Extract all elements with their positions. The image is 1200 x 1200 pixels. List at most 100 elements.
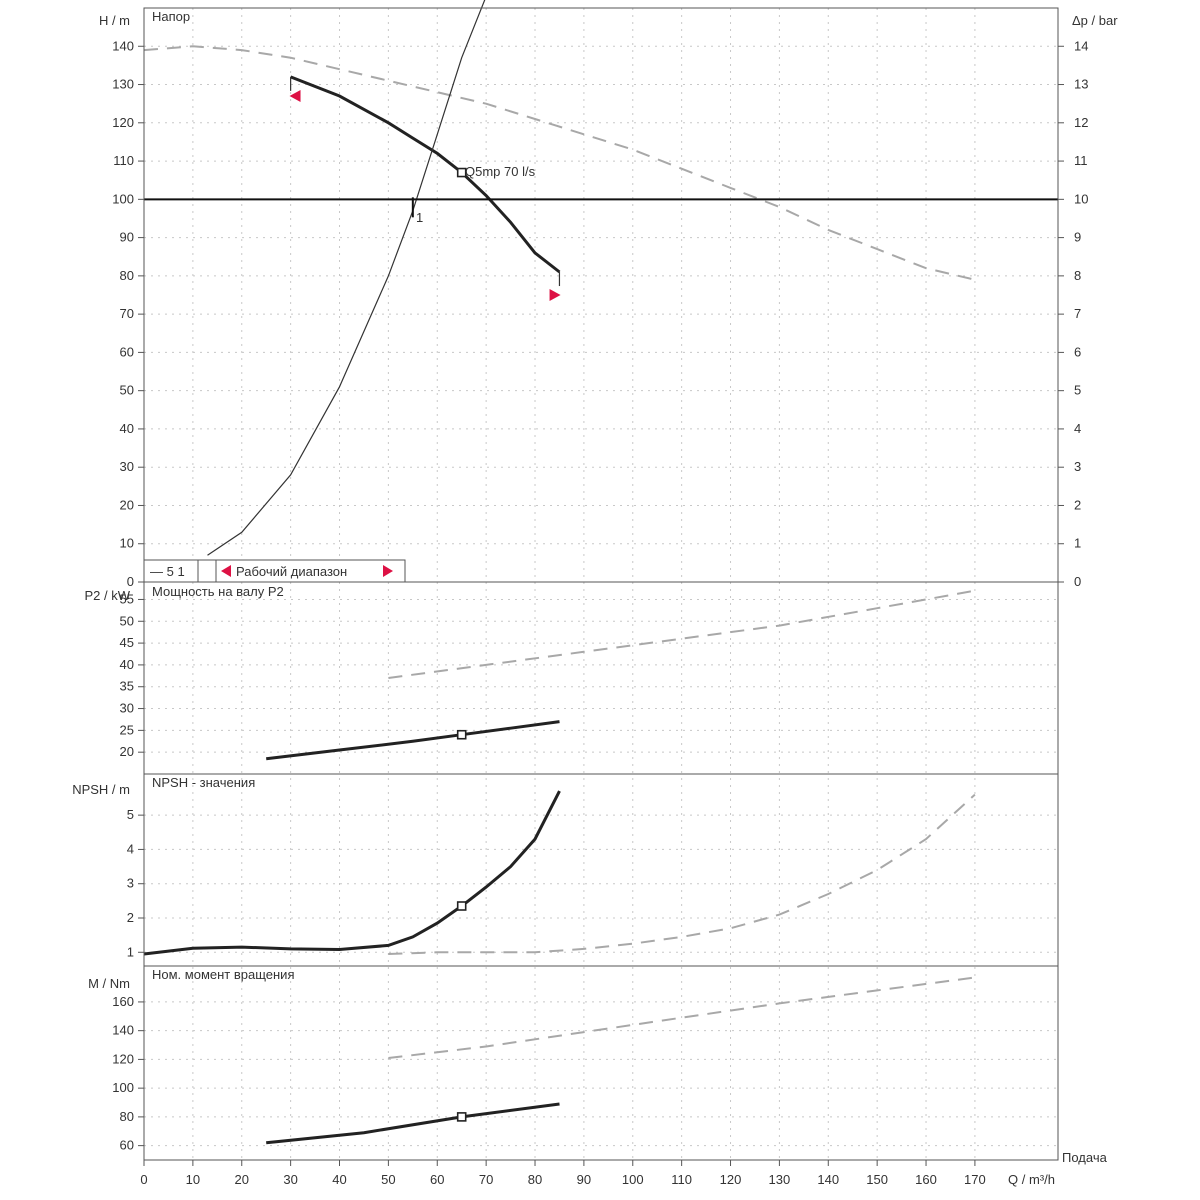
npsh-operating-point-marker: [456, 901, 467, 911]
x-tick-label: 90: [577, 1172, 591, 1187]
power-y-tick-label: 35: [120, 679, 134, 694]
power-y-tick-label: 45: [120, 635, 134, 650]
x-tick-label: 150: [866, 1172, 888, 1187]
npsh-y-tick-label: 2: [127, 910, 134, 925]
torque-panel-frame: [143, 965, 1059, 1161]
npsh-panel-frame: [143, 773, 1059, 967]
range-marker-right: [549, 289, 561, 301]
legend-range-end-marker: [383, 565, 393, 577]
pressure-y-tick-label: 1: [1074, 536, 1081, 551]
pressure-y-tick-label: 6: [1074, 344, 1081, 359]
legend-range-start-marker: [221, 565, 231, 577]
pressure-y-tick-label: 7: [1074, 306, 1081, 321]
x-tick-label: 60: [430, 1172, 444, 1187]
npsh-y-tick-label: 1: [127, 944, 134, 959]
power-y-tick-label: 50: [120, 613, 134, 628]
power-y-tick-label: 25: [120, 722, 134, 737]
pressure-y-tick-label: 13: [1074, 77, 1088, 92]
npsh-series-solid-line: [143, 790, 561, 956]
head-y-tick-label: 80: [120, 268, 134, 283]
x-tick-label: 130: [769, 1172, 791, 1187]
legend-item-curve: — 5 1: [150, 564, 185, 579]
x-axis-corner-label: Подача: [1062, 1150, 1108, 1165]
power-series-solid-line: [266, 720, 560, 761]
x-axis-label: Q / m³/h: [1008, 1172, 1055, 1187]
torque-series-solid-line: [266, 1102, 560, 1145]
torque-y-tick-label: 140: [112, 1023, 134, 1038]
npsh-series-dashed-line: [388, 793, 976, 955]
pressure-y-tick-label: 10: [1074, 191, 1088, 206]
x-tick-label: 80: [528, 1172, 542, 1187]
x-tick-label: 140: [817, 1172, 839, 1187]
head-y-tick-label: 110: [113, 153, 134, 168]
power-y-axis-label: P2 / kW: [84, 588, 130, 603]
head-y-tick-label: 0: [127, 574, 134, 589]
head-panel-title: Напор: [152, 9, 190, 24]
head-y-tick-label: 140: [112, 38, 134, 53]
npsh-y-tick-label: 5: [127, 807, 134, 822]
pressure-y-tick-label: 14: [1074, 38, 1088, 53]
head-series-thin-line: [207, 0, 486, 556]
head-y-tick-label: 90: [120, 230, 134, 245]
head-y-tick-label: 10: [120, 536, 134, 551]
power-panel-frame: [143, 581, 1059, 775]
torque-y-tick-label: 160: [112, 994, 134, 1009]
pressure-y-tick-label: 3: [1074, 459, 1081, 474]
torque-y-tick-label: 100: [112, 1080, 134, 1095]
npsh-y-tick-label: 4: [127, 841, 134, 856]
head-y-axis-label: H / m: [99, 13, 130, 28]
npsh-y-axis-label: NPSH / m: [72, 782, 130, 797]
npsh-panel-title: NPSH - значения: [152, 775, 255, 790]
torque-series-dashed-line: [388, 976, 976, 1059]
range-marker-left: [289, 90, 301, 103]
x-tick-label: 160: [915, 1172, 937, 1187]
series-layer: [143, 0, 1058, 1145]
x-tick-label: 170: [964, 1172, 986, 1187]
head-series-dashed-line: [143, 45, 976, 281]
head-panel-frame: [143, 7, 1059, 583]
legend-box: [143, 559, 406, 583]
head-series-solid-line: [290, 75, 561, 274]
operating-point-label: Q5mp 70 l/s: [465, 164, 536, 179]
x-tick-label: 0: [140, 1172, 147, 1187]
torque-panel-title: Ном. момент вращения: [152, 967, 295, 982]
pressure-y-tick-label: 5: [1074, 383, 1081, 398]
intersection-label: 1: [416, 210, 423, 225]
power-y-tick-label: 55: [120, 591, 134, 606]
head-y-tick-label: 130: [112, 77, 134, 92]
power-series-dashed-line: [388, 589, 976, 679]
legend-item-range: Рабочий диапазон: [236, 564, 347, 579]
torque-y-tick-label: 120: [112, 1051, 134, 1066]
pressure-y-tick-label: 12: [1074, 115, 1088, 130]
pressure-y-axis-label: Δp / bar: [1072, 13, 1118, 28]
npsh-y-tick-label: 3: [127, 876, 134, 891]
x-tick-label: 110: [671, 1172, 692, 1187]
torque-operating-point-marker: [456, 1112, 467, 1122]
torque-y-axis-label: M / Nm: [88, 976, 130, 991]
pressure-y-tick-label: 4: [1074, 421, 1081, 436]
head-operating-point-marker: [456, 167, 467, 178]
x-tick-label: 70: [479, 1172, 493, 1187]
head-y-tick-label: 120: [112, 115, 134, 130]
x-tick-label: 30: [283, 1172, 297, 1187]
head-y-tick-label: 50: [120, 383, 134, 398]
grid-layer: [144, 8, 1058, 1160]
pressure-y-tick-label: 0: [1074, 574, 1081, 589]
power-y-tick-label: 30: [120, 701, 134, 716]
head-y-tick-label: 70: [120, 306, 134, 321]
torque-y-tick-label: 80: [120, 1109, 134, 1124]
pressure-y-tick-label: 2: [1074, 497, 1081, 512]
power-panel-title: Мощность на валу P2: [152, 584, 284, 599]
x-tick-label: 120: [720, 1172, 742, 1187]
pressure-y-tick-label: 11: [1074, 153, 1088, 168]
legend: — 5 1 Рабочий диапазон: [143, 559, 406, 583]
head-y-tick-label: 20: [120, 497, 134, 512]
pressure-y-tick-label: 9: [1074, 230, 1081, 245]
x-tick-label: 10: [186, 1172, 200, 1187]
torque-y-tick-label: 60: [120, 1138, 134, 1153]
pressure-y-tick-label: 8: [1074, 268, 1081, 283]
x-tick-label: 20: [235, 1172, 249, 1187]
power-operating-point-marker: [456, 729, 467, 740]
power-y-tick-label: 20: [120, 744, 134, 759]
